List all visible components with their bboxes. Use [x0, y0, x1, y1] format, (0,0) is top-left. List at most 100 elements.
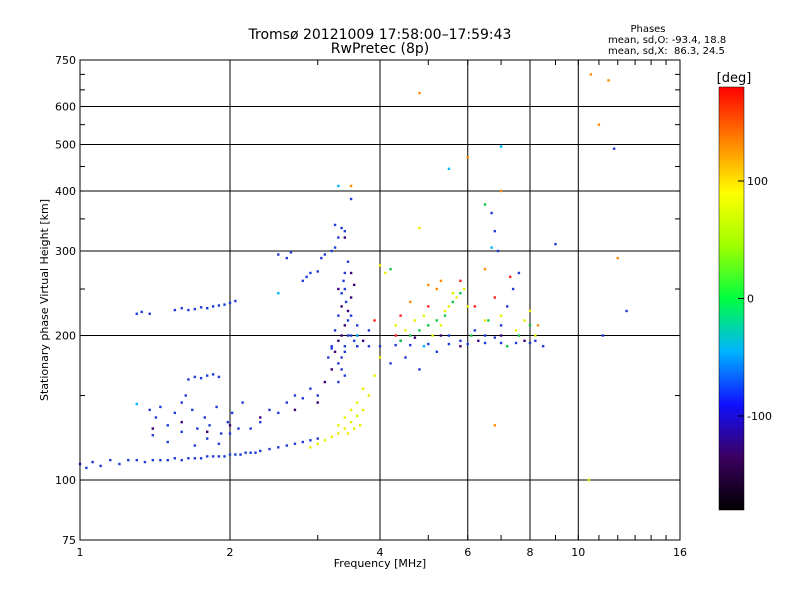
- data-point: [349, 271, 353, 275]
- x-tick-label: 2: [227, 546, 234, 559]
- data-point: [199, 457, 203, 460]
- data-point: [211, 373, 215, 376]
- data-point: [180, 401, 183, 404]
- data-point: [427, 324, 430, 327]
- data-point: [237, 427, 240, 430]
- colorbar-ticks: 100 0 -100: [738, 175, 772, 423]
- data-point: [355, 414, 359, 418]
- data-point: [418, 91, 421, 95]
- data-point: [493, 424, 497, 427]
- data-point: [340, 356, 343, 359]
- data-point: [349, 334, 353, 337]
- data-point: [337, 339, 340, 343]
- data-point: [409, 343, 412, 347]
- data-point: [587, 478, 591, 482]
- data-point: [193, 444, 197, 447]
- y-tick-label: 750: [55, 54, 76, 67]
- data-point: [493, 229, 497, 233]
- data-point: [455, 296, 458, 299]
- data-point: [490, 211, 493, 215]
- data-point: [389, 267, 392, 271]
- data-point: [413, 336, 417, 339]
- data-point: [483, 341, 487, 345]
- data-point: [514, 329, 518, 332]
- data-point: [601, 334, 605, 337]
- data-point: [205, 430, 209, 434]
- data-point: [330, 435, 333, 439]
- data-point: [193, 375, 197, 379]
- data-point: [483, 319, 487, 322]
- data-point: [135, 458, 138, 462]
- data-point: [394, 324, 397, 327]
- data-point: [597, 123, 601, 126]
- data-point: [343, 416, 347, 419]
- data-point: [91, 460, 94, 464]
- data-point: [616, 256, 619, 260]
- data-point: [249, 427, 252, 430]
- data-point: [249, 451, 252, 454]
- data-point: [211, 305, 215, 308]
- x-axis-label: Frequency [MHz]: [334, 557, 426, 570]
- data-point: [589, 73, 593, 76]
- data-point: [127, 458, 130, 462]
- x-tick-label: 10: [571, 546, 585, 559]
- data-point: [205, 307, 209, 310]
- data-point: [180, 430, 183, 434]
- chart-title: Tromsø 20121009 17:58:00–17:59:43: [248, 27, 512, 43]
- data-point: [151, 458, 155, 462]
- data-point: [607, 79, 610, 82]
- data-point: [244, 451, 247, 454]
- data-point: [337, 287, 340, 291]
- data-point: [373, 319, 376, 322]
- data-point: [228, 301, 232, 305]
- data-point: [277, 292, 280, 295]
- data-point: [349, 197, 353, 201]
- data-point: [447, 334, 451, 337]
- data-point: [394, 343, 397, 347]
- data-point: [333, 329, 337, 332]
- data-point: [219, 432, 223, 435]
- y-axis-ticks: 75 100 200 300 400 500 600 750: [55, 54, 680, 547]
- data-point: [389, 362, 392, 365]
- data-point: [184, 394, 187, 397]
- data-point: [346, 260, 350, 263]
- data-point: [337, 184, 340, 188]
- y-tick-label: 300: [55, 245, 76, 258]
- data-point: [349, 184, 353, 188]
- data-point: [349, 408, 353, 412]
- y-tick-label: 200: [55, 330, 76, 343]
- data-point: [342, 279, 345, 283]
- data-point: [523, 339, 526, 343]
- data-point: [323, 380, 327, 384]
- data-point: [528, 341, 532, 345]
- data-point: [373, 374, 376, 377]
- data-point: [358, 424, 362, 427]
- data-point: [203, 416, 206, 419]
- data-point: [343, 271, 347, 275]
- data-point: [435, 350, 438, 353]
- data-point: [505, 305, 509, 308]
- data-point: [285, 444, 288, 447]
- data-point: [208, 424, 211, 427]
- data-point: [148, 312, 151, 315]
- data-point: [330, 345, 333, 348]
- data-point: [187, 457, 190, 460]
- data-point: [191, 408, 194, 412]
- data-point: [361, 408, 365, 412]
- data-point: [217, 304, 221, 307]
- data-point: [159, 458, 162, 462]
- data-point: [109, 458, 112, 462]
- data-point: [268, 447, 271, 451]
- data-point: [215, 405, 218, 409]
- data-point: [473, 329, 477, 332]
- x-tick-label: 4: [377, 546, 384, 559]
- data-point: [511, 287, 515, 291]
- data-point: [399, 314, 402, 317]
- data-point: [151, 427, 155, 430]
- data-point: [196, 427, 199, 430]
- data-point: [439, 324, 443, 327]
- data-point: [316, 401, 319, 404]
- data-point: [499, 334, 503, 337]
- data-point: [293, 394, 297, 397]
- data-point: [466, 156, 469, 159]
